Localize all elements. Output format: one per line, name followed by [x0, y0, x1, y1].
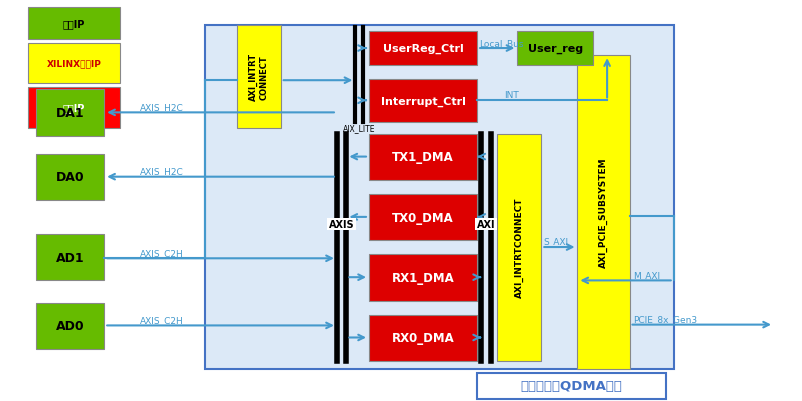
- Text: AXI: AXI: [476, 220, 496, 229]
- Text: AXIS: AXIS: [329, 220, 354, 229]
- Text: DA1: DA1: [56, 107, 84, 120]
- FancyBboxPatch shape: [28, 8, 120, 40]
- FancyBboxPatch shape: [36, 90, 104, 136]
- Text: RX0_DMA: RX0_DMA: [391, 331, 455, 344]
- Text: AXIS_H2C: AXIS_H2C: [140, 103, 184, 111]
- FancyBboxPatch shape: [577, 56, 630, 369]
- FancyBboxPatch shape: [28, 88, 120, 128]
- Text: AXI_INTRT
CONNECT: AXI_INTRT CONNECT: [249, 53, 269, 101]
- FancyBboxPatch shape: [205, 26, 674, 369]
- FancyBboxPatch shape: [369, 32, 477, 66]
- Text: UserReg_Ctrl: UserReg_Ctrl: [383, 44, 464, 54]
- Text: AXI_INTRTCONNECT: AXI_INTRTCONNECT: [515, 198, 524, 298]
- Text: INT: INT: [504, 91, 518, 100]
- Text: User_reg: User_reg: [528, 44, 583, 54]
- FancyBboxPatch shape: [369, 255, 477, 301]
- Text: 用户IP: 用户IP: [63, 19, 85, 29]
- FancyBboxPatch shape: [497, 134, 541, 361]
- FancyBboxPatch shape: [369, 194, 477, 241]
- Text: AXI_PCIE_SUBSYSTEM: AXI_PCIE_SUBSYSTEM: [599, 157, 608, 268]
- FancyBboxPatch shape: [28, 44, 120, 84]
- Text: AXIS_C2H: AXIS_C2H: [140, 248, 184, 257]
- FancyBboxPatch shape: [237, 26, 281, 128]
- FancyBboxPatch shape: [36, 303, 104, 349]
- Text: TX0_DMA: TX0_DMA: [392, 211, 454, 224]
- Text: PCIE_8x_Gen3: PCIE_8x_Gen3: [634, 315, 698, 324]
- FancyBboxPatch shape: [369, 134, 477, 180]
- FancyBboxPatch shape: [369, 80, 477, 122]
- FancyBboxPatch shape: [36, 235, 104, 281]
- FancyBboxPatch shape: [477, 373, 666, 399]
- Text: AD1: AD1: [56, 251, 84, 264]
- Text: 核心IP: 核心IP: [63, 103, 85, 113]
- FancyBboxPatch shape: [517, 32, 593, 66]
- Text: AIX_LITE: AIX_LITE: [343, 124, 375, 133]
- Text: 高速采集卡QDMA方案: 高速采集卡QDMA方案: [520, 379, 622, 393]
- Text: M_AXI: M_AXI: [634, 271, 661, 279]
- Text: DA0: DA0: [56, 171, 84, 184]
- Text: XILINX官方IP: XILINX官方IP: [47, 60, 102, 69]
- FancyBboxPatch shape: [369, 315, 477, 361]
- Text: TX1_DMA: TX1_DMA: [392, 151, 454, 164]
- Text: S_AXI: S_AXI: [544, 237, 569, 246]
- FancyBboxPatch shape: [36, 154, 104, 200]
- Text: Local_Bus: Local_Bus: [479, 39, 523, 48]
- Text: RX1_DMA: RX1_DMA: [391, 271, 455, 284]
- Text: Interrupt_Ctrl: Interrupt_Ctrl: [381, 96, 465, 106]
- Text: AXIS_C2H: AXIS_C2H: [140, 315, 184, 324]
- Text: AD0: AD0: [56, 319, 84, 332]
- Text: AXIS_H2C: AXIS_H2C: [140, 167, 184, 176]
